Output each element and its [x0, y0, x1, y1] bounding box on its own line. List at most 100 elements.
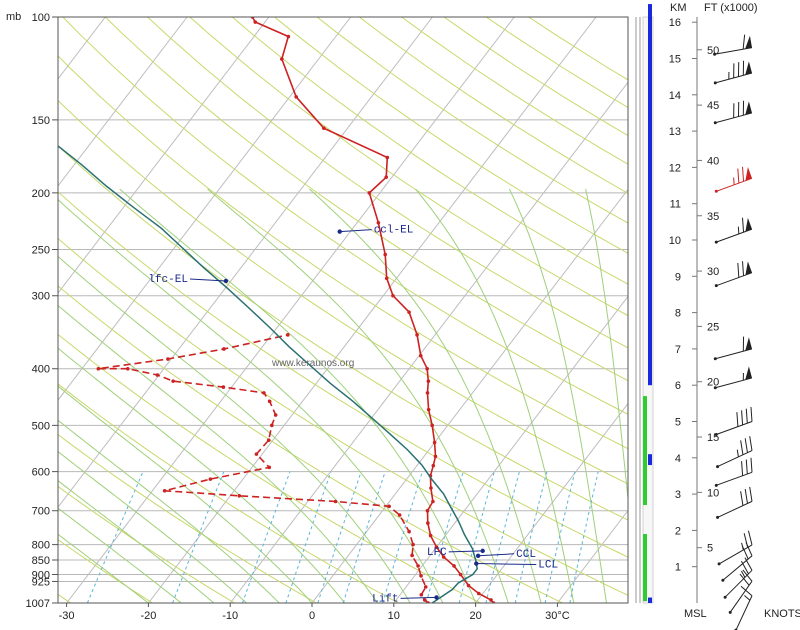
- temperature-point: [384, 276, 389, 281]
- ft-tick-label: 5: [707, 543, 713, 555]
- mixing-ratio-line: [485, 471, 520, 603]
- wind-barb: [713, 34, 753, 56]
- mixing-ratio-line: [382, 471, 423, 603]
- dewpoint-point: [267, 399, 272, 404]
- pressure-tick-label: 600: [32, 467, 50, 479]
- ft-tick-label: 25: [707, 321, 719, 333]
- dewpoint-point: [162, 488, 167, 493]
- wind-barb-flag: [745, 408, 748, 424]
- dry-adiabat: [58, 539, 153, 603]
- pressure-tick-label: 300: [32, 291, 50, 303]
- wind-barb: [713, 336, 753, 361]
- pressure-tick-label: 700: [32, 506, 50, 518]
- dewpoint-point: [333, 499, 338, 504]
- wind-barb-pennant: [745, 217, 752, 232]
- height-axis: KM FT (x1000) MSL KNOTS 1234567891011121…: [669, 2, 800, 620]
- temperature-point: [376, 220, 381, 225]
- wind-barb-half-flag: [744, 595, 751, 601]
- wind-barb-flag: [744, 557, 753, 571]
- dewpoint-point: [410, 553, 414, 558]
- wind-barb-pennant: [745, 167, 752, 181]
- temperature-point: [280, 57, 284, 61]
- temperature-point: [458, 572, 463, 577]
- dewpoint-line: [98, 334, 429, 603]
- background-grid: [58, 17, 628, 603]
- moist-adiabat: [58, 198, 444, 603]
- moisture-blue-segment: [648, 597, 652, 603]
- dewpoint-point: [267, 465, 272, 470]
- annotation-label: LCL: [538, 560, 558, 572]
- wind-barb-tip: [716, 515, 720, 519]
- dry-adiabat: [58, 55, 628, 450]
- dewpoint-point: [286, 333, 290, 337]
- moisture-green-segment: [643, 396, 647, 462]
- temperature-point: [431, 463, 436, 468]
- annotation-marker: [474, 561, 479, 566]
- dewpoint-point: [273, 413, 278, 417]
- temperature-point: [294, 95, 299, 99]
- pressure-tick-label: 850: [32, 555, 50, 567]
- temperature-line: [251, 17, 495, 603]
- annotation-marker: [337, 229, 342, 234]
- dewpoint-point: [237, 494, 242, 498]
- dry-adiabat: [104, 17, 628, 382]
- wind-barb-flag: [743, 533, 749, 548]
- dry-adiabat: [58, 383, 399, 603]
- annotation-leader: [189, 278, 226, 282]
- dry-adiabat: [58, 191, 628, 558]
- wind-barb: [717, 530, 753, 566]
- ft-tick-label: 50: [707, 45, 719, 57]
- wind-barb-pennant: [745, 61, 752, 75]
- moist-adiabat: [207, 188, 509, 603]
- moist-adiabat: [309, 188, 542, 603]
- dry-adiabat: [189, 17, 628, 317]
- dewpoint-point: [222, 347, 226, 351]
- pressure-tick-label: 150: [32, 115, 50, 127]
- wind-barb-flag: [744, 438, 748, 453]
- wind-barb-tip: [721, 578, 725, 582]
- wind-barb-half-flag: [741, 542, 744, 551]
- pressure-tick-label: 400: [32, 364, 50, 376]
- pressure-tick-label: 500: [32, 420, 50, 432]
- wind-barb-staff: [724, 569, 753, 598]
- moist-adiabat: [415, 188, 575, 603]
- plot-frame: [57, 16, 629, 604]
- knots-label: KNOTS: [764, 608, 800, 620]
- temperature-tick-label: 10: [388, 610, 400, 622]
- wind-barb-tip: [717, 562, 721, 566]
- mixing-ratio-line: [458, 471, 495, 603]
- moist-adiabat: [58, 533, 149, 603]
- moist-adiabat: [508, 188, 607, 603]
- temperature-point: [367, 191, 372, 195]
- dewpoint-point: [270, 423, 274, 428]
- wind-barb-half-flag: [740, 570, 746, 578]
- wind-barb-half-flag: [733, 177, 735, 185]
- annotation-leader: [400, 596, 437, 599]
- dewpoint-point: [166, 357, 170, 361]
- wind-barb: [714, 166, 753, 193]
- pressure-tick-label: 200: [32, 188, 50, 200]
- wind-barb: [713, 100, 753, 125]
- dewpoint-point: [254, 452, 259, 456]
- km-tick-label: 1: [675, 562, 681, 574]
- wind-barb-tip: [714, 240, 718, 244]
- ft-tick-label: 40: [707, 155, 719, 167]
- wind-barb-staff: [735, 595, 753, 630]
- dry-adiabat: [58, 485, 235, 603]
- km-tick-label: 15: [669, 54, 681, 66]
- wind-barb-tip: [713, 357, 717, 361]
- dewpoint-point: [419, 593, 424, 597]
- temperature-point: [428, 533, 433, 538]
- mixing-ratio-line: [285, 471, 332, 603]
- wind-barb-staff: [722, 555, 753, 581]
- temperature-point: [253, 20, 258, 24]
- annotation-leader: [448, 550, 483, 553]
- temperature-point: [432, 440, 437, 445]
- wind-barb-flag: [740, 491, 744, 506]
- wind-barb-staff: [729, 580, 753, 613]
- mixing-ratio-line: [569, 471, 599, 603]
- wind-barb-tip: [714, 483, 718, 487]
- mixing-ratio-line: [86, 471, 144, 603]
- wind-barb-tip: [714, 189, 718, 193]
- temperature-point: [426, 407, 431, 412]
